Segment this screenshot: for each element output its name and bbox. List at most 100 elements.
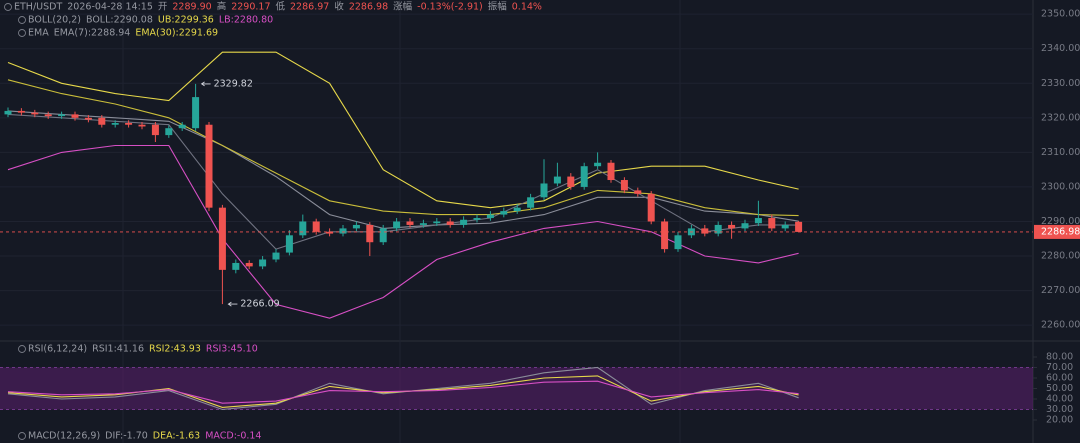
- candle-body: [272, 252, 280, 260]
- candle-body: [312, 221, 320, 232]
- candle-body: [232, 262, 240, 270]
- legend-text: EMA(7):2288.94: [54, 28, 131, 39]
- candle-body: [98, 117, 106, 125]
- y-tick-label: 2270.00: [1041, 285, 1080, 296]
- candle-body: [205, 124, 213, 208]
- legend-text: MACD:-0.14: [205, 431, 261, 442]
- legend-text: 2286.97: [290, 2, 329, 13]
- eye-icon: [18, 16, 26, 24]
- candle-body: [299, 221, 307, 236]
- y-tick-label: 2260.00: [1041, 320, 1080, 331]
- candle-body: [527, 197, 535, 208]
- legend-text: RSI3:45.10: [206, 344, 258, 355]
- annotation-arrow: [227, 301, 238, 307]
- legend-text: 涨幅: [393, 1, 413, 13]
- legend-text: 开: [158, 2, 168, 13]
- legend-text: 收: [334, 1, 344, 13]
- eye-icon: [18, 345, 26, 353]
- legend-text: UB:2299.36: [158, 15, 214, 26]
- candle-body: [352, 224, 360, 229]
- candle-body: [406, 221, 414, 225]
- candle-body: [701, 228, 709, 234]
- candle-body: [513, 207, 521, 212]
- y-tick-label: 2320.00: [1041, 112, 1080, 123]
- candle-body: [71, 114, 79, 118]
- candle-body: [379, 228, 387, 243]
- candle-body: [58, 114, 66, 117]
- legend-text: RSI2:43.93: [149, 344, 201, 355]
- last-price-label: 2286.98: [1041, 226, 1080, 237]
- candle-body: [795, 221, 803, 232]
- annotation: 2329.82: [214, 78, 253, 89]
- candle-body: [111, 123, 119, 125]
- legend-text: 0.14%: [512, 2, 542, 13]
- candle-body: [259, 259, 267, 267]
- candle-body: [634, 190, 642, 194]
- eye-icon: [18, 29, 26, 37]
- candle-body: [768, 218, 776, 229]
- candle-body: [339, 228, 347, 234]
- candle-body: [4, 110, 12, 115]
- legend-text: ETH/USDT: [14, 2, 62, 13]
- y-tick-label: 2310.00: [1041, 147, 1080, 158]
- candle-body: [138, 124, 146, 127]
- legend-text: 2286.98: [349, 2, 388, 13]
- rsi-tick-label: 50.00: [1046, 383, 1073, 394]
- legend-text: 2289.90: [172, 2, 211, 13]
- rsi-tick-label: 40.00: [1046, 394, 1073, 405]
- legend-text: -0.13%(-2.91): [417, 2, 483, 13]
- legend-text: RSI1:41.16: [92, 344, 144, 355]
- candle-body: [165, 128, 173, 136]
- candle-body: [594, 162, 602, 167]
- candle-body: [674, 235, 682, 250]
- legend-text: 2026-04-28 14:15: [67, 2, 153, 13]
- candle-body: [580, 166, 588, 187]
- y-tick-label: 2290.00: [1041, 216, 1080, 227]
- candle-body: [754, 218, 762, 224]
- legend-text: EMA(30):2291.69: [135, 28, 218, 39]
- candle-body: [540, 183, 548, 198]
- indicator-line: [7, 380, 799, 404]
- grid: [0, 13, 1037, 421]
- candle-body: [285, 235, 293, 253]
- rsi-tick-label: 80.00: [1046, 352, 1073, 363]
- candle-body: [553, 176, 561, 184]
- candle-body: [647, 193, 655, 222]
- y-tick-label: 2300.00: [1041, 181, 1080, 192]
- annotation: 2266.09: [240, 299, 279, 310]
- candle-body: [433, 221, 441, 224]
- candle-body: [192, 97, 200, 129]
- legend-text: 高: [217, 1, 227, 13]
- rsi-band: [0, 367, 1033, 410]
- candle-body: [44, 114, 52, 117]
- candle-body: [178, 124, 186, 129]
- candle-body: [17, 110, 25, 113]
- legend-text: BOLL(20,2): [28, 15, 81, 26]
- candle-body: [607, 162, 615, 181]
- candle-body: [366, 224, 374, 243]
- y-tick-label: 2330.00: [1041, 78, 1080, 89]
- candle-body: [567, 176, 575, 187]
- rsi-tick-label: 70.00: [1046, 362, 1073, 373]
- legend-text: 2290.17: [231, 2, 270, 13]
- legend-text: 低: [276, 1, 286, 13]
- rsi-tick-label: 30.00: [1046, 404, 1073, 415]
- candle-body: [661, 221, 669, 250]
- candle-body: [714, 224, 722, 234]
- annotation-arrow: [200, 81, 211, 87]
- candle-body: [419, 223, 427, 225]
- eye-icon: [4, 3, 12, 11]
- candle-body: [218, 207, 226, 270]
- marks: [0, 51, 1033, 411]
- indicator-line: [7, 79, 799, 217]
- candle-body: [446, 221, 454, 225]
- rsi-tick-label: 20.00: [1046, 415, 1073, 426]
- legend-text: 振幅: [488, 1, 508, 13]
- candle-body: [781, 224, 789, 229]
- candle-body: [84, 117, 92, 120]
- legend-text: LB:2280.80: [219, 15, 273, 26]
- candle-body: [728, 224, 736, 229]
- legend-text: EMA: [28, 28, 49, 39]
- eye-icon: [18, 432, 26, 440]
